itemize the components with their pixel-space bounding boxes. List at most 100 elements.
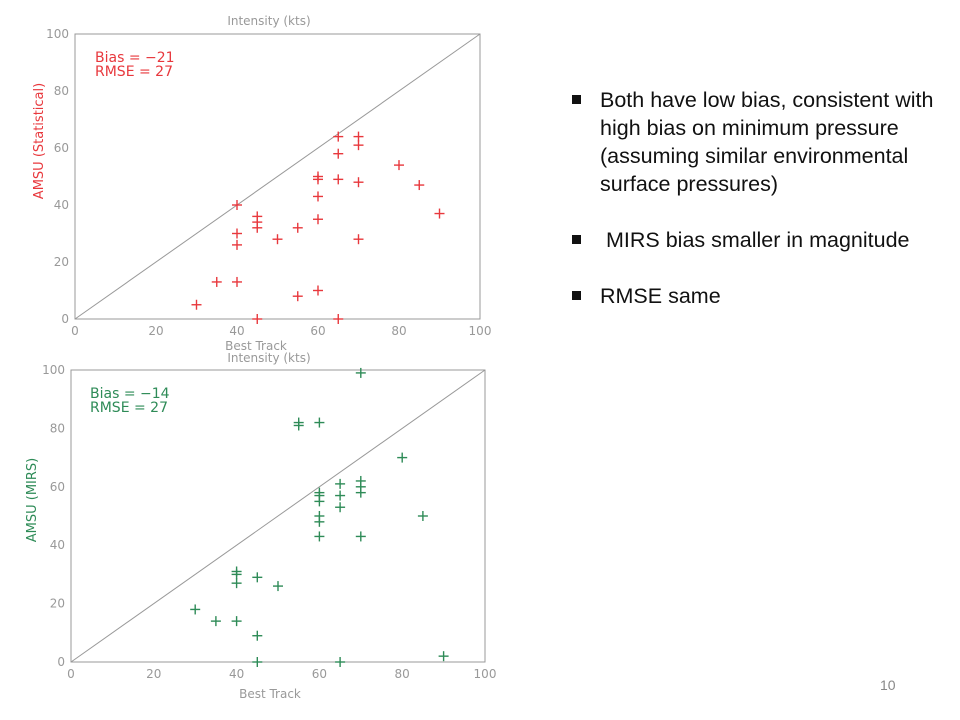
data-point (394, 160, 404, 171)
bullet-list: Both have low bias, consistent with high… (566, 86, 936, 338)
x-axis-label: Best Track (225, 339, 287, 352)
data-point (314, 417, 325, 428)
x-axis-label: Best Track (239, 687, 301, 701)
data-point (232, 228, 242, 239)
data-point (333, 314, 344, 324)
data-point (252, 211, 263, 222)
y-tick-label: 60 (50, 480, 65, 494)
y-axis-label: AMSU (Statistical) (32, 83, 47, 199)
statistical-scatter-chart: Intensity (kts) Best Track AMSU (Statist… (32, 14, 491, 352)
data-point (211, 276, 222, 287)
one-to-one-line (74, 33, 481, 320)
y-axis-label: AMSU (MIRS) (25, 458, 40, 543)
data-point (335, 502, 346, 513)
data-point (353, 140, 364, 151)
data-point (313, 285, 323, 296)
x-tick-label: 60 (310, 324, 325, 338)
x-tick-label: 100 (474, 667, 497, 681)
x-tick-label: 20 (146, 667, 161, 681)
data-point (292, 222, 303, 233)
data-point (314, 511, 325, 521)
bullet-text: MIRS bias smaller in magnitude (600, 228, 910, 252)
data-point (191, 299, 202, 310)
data-point (190, 604, 201, 615)
one-to-one-line (70, 369, 486, 663)
data-point (355, 475, 366, 486)
data-point (210, 616, 221, 627)
y-tick-label: 100 (46, 27, 69, 41)
chart-title: Intensity (kts) (227, 352, 310, 365)
data-point (293, 417, 304, 428)
bullet-text: RMSE same (600, 284, 721, 308)
y-tick-label: 0 (57, 655, 65, 669)
data-point (335, 657, 346, 667)
y-tick-labels: 0 20 40 60 80 100 (46, 27, 69, 326)
data-point (353, 177, 364, 188)
data-point (231, 566, 242, 577)
y-tick-label: 100 (42, 363, 65, 377)
plot-frame (74, 33, 481, 320)
chart-title: Intensity (kts) (227, 14, 310, 28)
x-tick-label: 20 (148, 324, 163, 338)
data-point (272, 234, 283, 245)
y-tick-label: 80 (54, 84, 69, 98)
data-point (335, 490, 346, 501)
data-point (333, 148, 344, 159)
data-point (231, 616, 242, 627)
bullet-item: MIRS bias smaller in magnitude (566, 226, 936, 254)
data-point (355, 531, 366, 542)
rmse-annotation: RMSE = 27 (90, 400, 168, 416)
x-tick-label: 40 (229, 667, 244, 681)
data-point (313, 191, 323, 202)
data-point (314, 531, 325, 542)
data-point (273, 581, 283, 592)
data-point (232, 239, 242, 250)
data-point (231, 578, 242, 589)
data-point (232, 276, 242, 287)
data-point (438, 651, 449, 662)
y-tick-label: 20 (50, 597, 65, 611)
y-tick-label: 20 (54, 255, 69, 269)
data-point (313, 214, 323, 225)
data-point (252, 630, 263, 641)
data-point (355, 367, 366, 378)
data-point (414, 180, 425, 191)
bullet-item: RMSE same (566, 282, 936, 310)
data-point (313, 171, 323, 182)
data-points (191, 131, 445, 324)
data-point (333, 174, 344, 185)
y-tick-label: 40 (50, 538, 65, 552)
square-bullet-icon (572, 291, 581, 300)
x-tick-labels: 0 20 40 60 80 100 (71, 324, 491, 338)
page-number: 10 (880, 677, 896, 693)
data-point (252, 314, 263, 324)
data-point (333, 131, 344, 142)
x-tick-label: 60 (312, 667, 327, 681)
rmse-annotation: RMSE = 27 (95, 64, 173, 80)
x-tick-label: 0 (71, 324, 79, 338)
x-tick-label: 80 (395, 667, 410, 681)
square-bullet-icon (572, 235, 581, 244)
data-point (252, 657, 263, 667)
data-point (292, 291, 303, 302)
data-point (397, 452, 408, 463)
data-point (353, 131, 364, 142)
plot-frame (70, 369, 486, 663)
data-point (353, 234, 364, 245)
mirs-scatter-chart: Intensity (kts) Best Track AMSU (MIRS) B… (25, 352, 496, 701)
data-points (190, 367, 449, 667)
bullet-text: Both have low bias, consistent with high… (600, 88, 934, 196)
x-tick-label: 40 (229, 324, 244, 338)
bias-annotation: Bias = −14 (90, 386, 170, 402)
y-tick-label: 60 (54, 141, 69, 155)
x-tick-label: 100 (469, 324, 492, 338)
bias-annotation: Bias = −21 (95, 50, 175, 66)
data-point (434, 208, 445, 219)
y-tick-label: 0 (61, 312, 69, 326)
square-bullet-icon (572, 95, 581, 104)
bullet-item: Both have low bias, consistent with high… (566, 86, 936, 198)
y-tick-label: 80 (50, 421, 65, 435)
data-point (314, 487, 325, 498)
y-tick-label: 40 (54, 198, 69, 212)
x-tick-labels: 0 20 40 60 80 100 (67, 667, 496, 681)
